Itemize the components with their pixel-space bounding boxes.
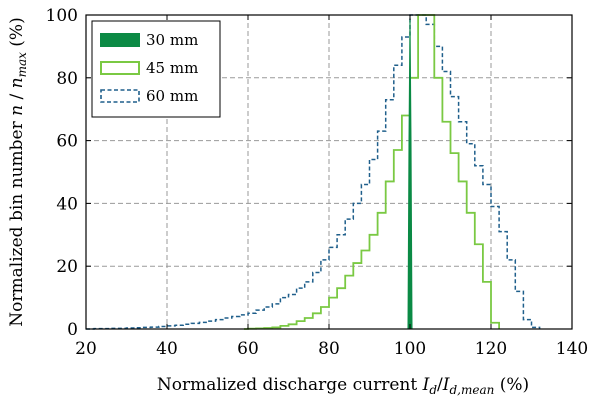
- series-30mm-area: [407, 14, 413, 330]
- x-tick-label: 80: [318, 339, 340, 359]
- y-tick-label: 80: [56, 69, 78, 89]
- legend-item-30mm: 30 mm: [100, 31, 198, 49]
- legend-swatch-30mm: [100, 33, 140, 47]
- series-60mm-line: [86, 14, 541, 330]
- x-tick-label: 120: [475, 339, 507, 359]
- legend-label-30mm: 30 mm: [146, 31, 198, 49]
- x-tick-label: 140: [556, 339, 588, 359]
- legend-swatch-45mm: [100, 61, 140, 75]
- y-tick-label: 20: [56, 257, 78, 277]
- x-axis-label: Normalized discharge current Id/Id,mean …: [157, 375, 529, 397]
- x-tick-label: 40: [156, 339, 178, 359]
- y-tick-label: 60: [56, 132, 78, 152]
- legend: 30 mm 45 mm 60 mm: [91, 20, 221, 118]
- x-tick-label: 60: [237, 339, 259, 359]
- y-tick-label: 0: [67, 320, 78, 340]
- y-tick-label: 100: [46, 6, 78, 26]
- y-tick-label: 40: [56, 194, 78, 214]
- legend-label-60mm: 60 mm: [146, 87, 198, 105]
- legend-label-45mm: 45 mm: [146, 59, 198, 77]
- legend-swatch-60mm: [100, 89, 140, 103]
- y-axis-label: Normalized bin number n / nmax (%): [7, 17, 29, 326]
- x-tick-label: 20: [75, 339, 97, 359]
- x-tick-label: 100: [394, 339, 426, 359]
- legend-item-45mm: 45 mm: [100, 59, 198, 77]
- legend-item-60mm: 60 mm: [100, 87, 198, 105]
- series-45mm-line: [243, 14, 500, 330]
